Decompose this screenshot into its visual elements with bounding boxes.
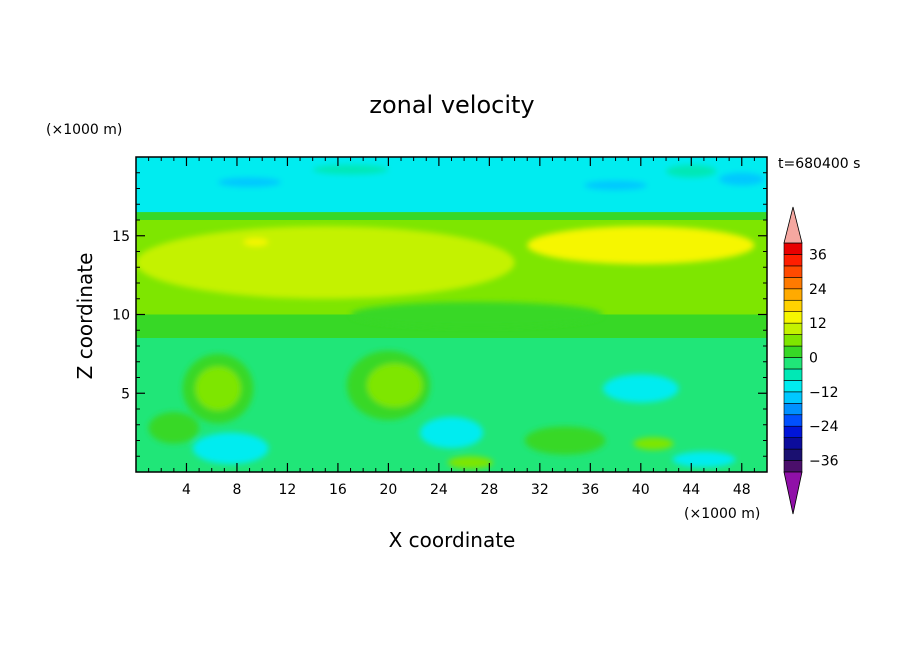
colorbar-segment <box>783 311 803 324</box>
x-axis-title: X coordinate <box>389 528 516 552</box>
time-label: t=680400 s <box>778 156 860 172</box>
x-tick-label: 8 <box>232 482 241 498</box>
x-unit-label: (×1000 m) <box>684 506 760 522</box>
colorbar-tick-label: 36 <box>809 247 827 263</box>
colorbar-tick-label: 24 <box>809 282 827 298</box>
velocity-feature <box>447 456 494 469</box>
velocity-feature <box>666 164 717 178</box>
x-axis: 4 8 12 16 20 24 28 32 36 40 44 48 <box>148 157 755 498</box>
colorbar-tick-label: −12 <box>809 385 839 401</box>
colorbar-segment <box>783 380 803 393</box>
velocity-feature <box>584 180 648 191</box>
colorbar-tick-label: 0 <box>809 351 818 367</box>
colorbar-segment <box>783 357 803 370</box>
colorbar-tick-label: −24 <box>809 419 839 435</box>
colorbar-segment <box>783 299 803 312</box>
colorbar-segment <box>783 460 803 473</box>
velocity-feature <box>419 416 484 449</box>
colorbar: 36 24 12 0 −12 −24 −36 <box>783 206 839 515</box>
colorbar-segment <box>783 277 803 290</box>
velocity-feature <box>633 437 674 450</box>
colorbar-over-arrow <box>783 206 803 244</box>
x-tick-label: 16 <box>329 482 347 498</box>
velocity-band <box>136 212 767 220</box>
x-tick-label: 48 <box>733 482 751 498</box>
velocity-feature <box>602 374 679 403</box>
velocity-feature <box>136 226 515 299</box>
colorbar-segment <box>783 414 803 427</box>
colorbar-segment <box>783 322 803 335</box>
velocity-feature <box>218 177 282 187</box>
colorbar-segment <box>783 334 803 347</box>
y-axis-title: Z coordinate <box>73 253 97 380</box>
y-tick-label: 15 <box>112 229 130 245</box>
velocity-feature <box>195 366 241 411</box>
x-tick-label: 28 <box>480 482 498 498</box>
colorbar-segment <box>783 437 803 450</box>
colorbar-tick-label: −36 <box>809 454 839 470</box>
colorbar-segment <box>783 402 803 416</box>
y-tick-label: 5 <box>121 386 130 402</box>
y-tick-label: 10 <box>112 308 130 324</box>
velocity-feature <box>243 238 269 246</box>
colorbar-segment <box>783 265 803 278</box>
colorbar-segment <box>783 288 803 301</box>
velocity-feature <box>366 363 423 408</box>
velocity-features <box>136 164 765 469</box>
colorbar-segment <box>783 254 803 267</box>
velocity-feature <box>672 451 736 468</box>
velocity-feature <box>524 426 606 455</box>
velocity-feature <box>312 164 389 175</box>
velocity-feature <box>719 172 765 186</box>
colorbar-segment <box>783 242 803 255</box>
y-unit-label: (×1000 m) <box>46 122 122 138</box>
x-tick-label: 20 <box>379 482 397 498</box>
colorbar-under-arrow <box>783 471 803 515</box>
x-tick-label: 4 <box>182 482 191 498</box>
colorbar-segment <box>783 345 803 358</box>
x-tick-label: 40 <box>632 482 650 498</box>
x-tick-label: 12 <box>279 482 297 498</box>
velocity-feature <box>192 432 269 465</box>
x-tick-label: 24 <box>430 482 448 498</box>
x-tick-label: 32 <box>531 482 549 498</box>
colorbar-segment <box>783 425 803 438</box>
colorbar-segment <box>783 448 803 461</box>
velocity-feature <box>527 226 755 265</box>
x-tick-label: 44 <box>682 482 700 498</box>
velocity-feature <box>148 412 200 444</box>
colorbar-segment <box>783 368 803 381</box>
chart-title: zonal velocity <box>369 91 534 119</box>
colorbar-segment <box>783 391 803 404</box>
x-tick-label: 36 <box>581 482 599 498</box>
velocity-feature <box>350 301 603 328</box>
colorbar-tick-label: 12 <box>809 316 827 332</box>
y-axis: 5 10 15 <box>112 172 767 457</box>
